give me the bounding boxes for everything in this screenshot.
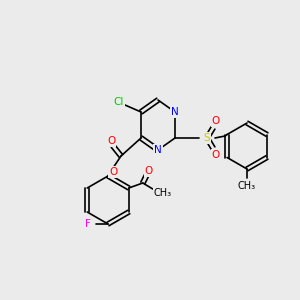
Text: O: O (212, 116, 220, 126)
Text: N: N (154, 145, 162, 155)
Text: S: S (204, 133, 210, 143)
Text: O: O (145, 166, 153, 176)
Text: CH₃: CH₃ (154, 188, 172, 198)
Text: O: O (109, 167, 117, 177)
Text: O: O (107, 136, 115, 146)
Text: F: F (85, 219, 91, 229)
Text: CH₃: CH₃ (238, 181, 256, 191)
Text: N: N (171, 107, 179, 117)
Text: O: O (212, 150, 220, 160)
Text: Cl: Cl (114, 97, 124, 107)
